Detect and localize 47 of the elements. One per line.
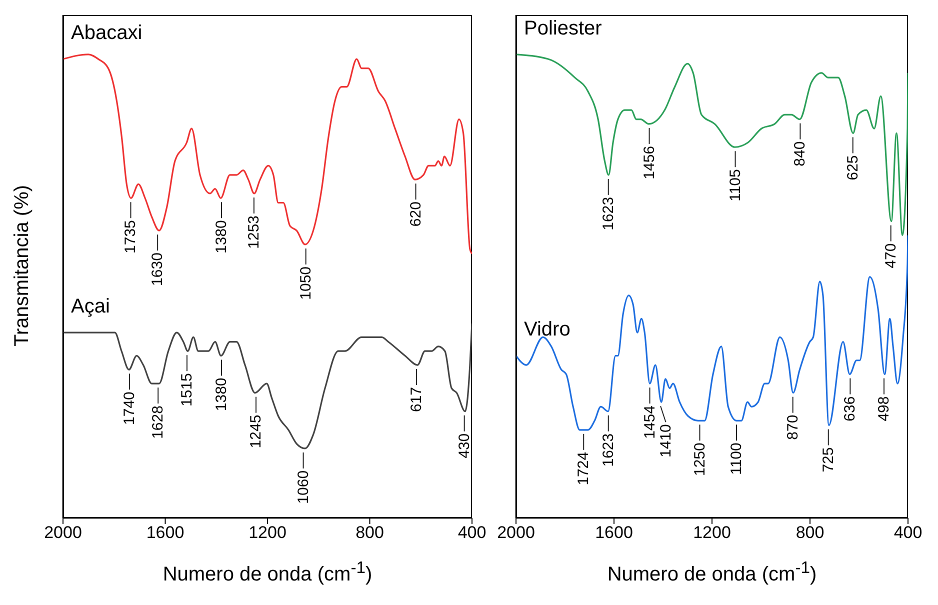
annotation: 1454 (641, 406, 658, 439)
annotation: 725 (820, 447, 837, 472)
series-label: Vidro (524, 318, 570, 341)
annotation: 840 (792, 141, 809, 166)
annotation: 617 (408, 387, 426, 412)
annotation: 1245 (247, 414, 264, 448)
x-tick-label: 2000 (497, 523, 535, 542)
annotation: 1724 (575, 452, 592, 486)
x-tick-label: 1600 (146, 523, 184, 542)
annotation: 1740 (120, 392, 138, 426)
annotation: 1105 (726, 169, 744, 202)
series-label: Abacaxi (71, 22, 142, 44)
x-tick-label: 2000 (44, 523, 82, 542)
x-tick-label: 800 (356, 523, 384, 542)
annotation: 1050 (297, 266, 314, 300)
annotation: 1623 (600, 433, 617, 467)
x-tick-label: 800 (796, 523, 824, 542)
series-label: Poliester (524, 17, 602, 40)
annotation: 1410 (657, 424, 674, 458)
annotation: 636 (842, 396, 859, 422)
x-axis-title: Numero de onda (cm$^{-1}$) (162, 558, 374, 587)
annotation: 1735 (122, 220, 140, 254)
annotation: 1623 (600, 196, 617, 230)
x-tick-label: 1200 (693, 523, 731, 542)
annotation: 1100 (728, 442, 745, 475)
annotation: 1628 (150, 406, 167, 439)
x-axis-title: Numero de onda (cm$^{-1}$) (606, 558, 818, 587)
annotation: 1253 (245, 215, 262, 249)
annotation: 498 (875, 396, 892, 422)
x-tick-label: 400 (894, 523, 922, 542)
x-tick-label: 400 (458, 523, 486, 542)
series-label: Açai (71, 296, 110, 318)
annotation: 870 (784, 414, 802, 440)
annotation: 1380 (212, 378, 230, 412)
annotation: 1630 (149, 252, 166, 286)
x-tick-label: 1200 (248, 523, 286, 542)
annotation: 470 (882, 243, 900, 268)
annotation: 430 (456, 433, 473, 458)
x-tick-label: 1600 (595, 523, 633, 542)
annotation: 625 (844, 155, 862, 180)
annotation: 1515 (178, 373, 196, 406)
annotation: 1456 (640, 146, 658, 180)
annotation: 1380 (212, 220, 230, 254)
annotation: 1250 (691, 442, 708, 476)
annotation: 620 (407, 202, 424, 227)
annotation: 1060 (294, 470, 312, 504)
y-axis-title: Transmitancia (%) (11, 184, 34, 346)
